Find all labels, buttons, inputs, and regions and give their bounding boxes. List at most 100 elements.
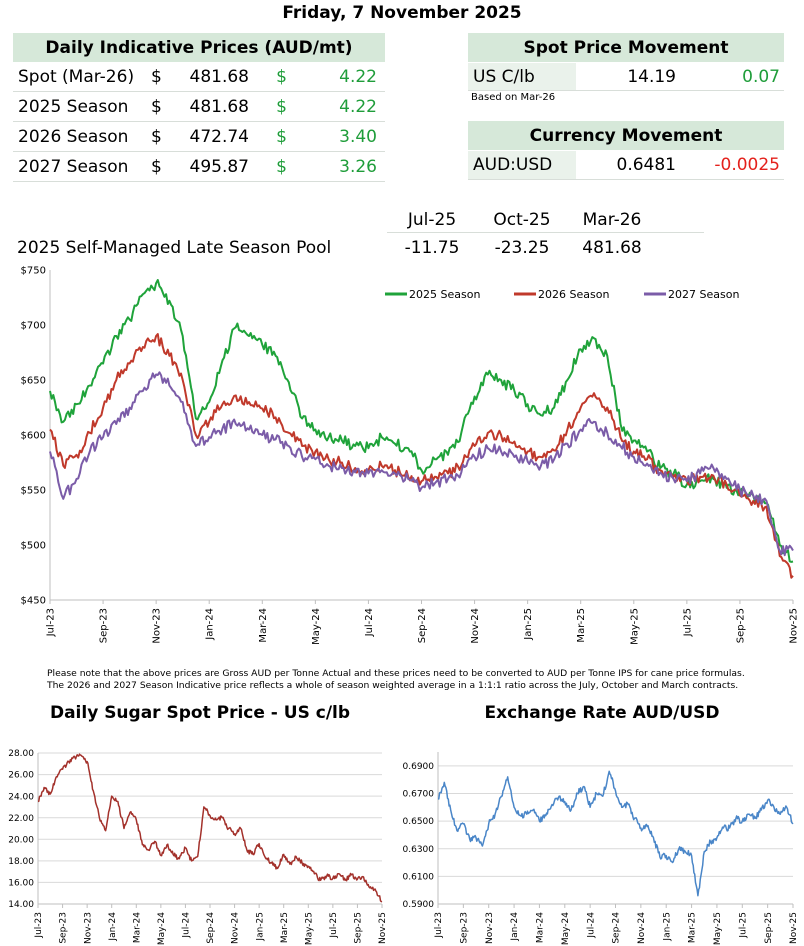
x-tick-label: Jul-23 xyxy=(34,912,44,939)
x-tick-label: Jan-24 xyxy=(108,912,118,942)
y-tick-label: 28.00 xyxy=(8,749,34,759)
y-tick-label: 14.00 xyxy=(8,900,34,910)
x-tick-label: Sep-24 xyxy=(612,912,622,944)
pool-label: 2025 Self-Managed Late Season Pool xyxy=(17,238,332,258)
x-tick-label: Jan-25 xyxy=(523,608,534,641)
y-tick-label: $750 xyxy=(21,266,46,277)
footnote-line-1: Please note that the above prices are Gr… xyxy=(47,668,745,679)
x-tick-label: Jan-24 xyxy=(510,912,520,942)
series-line-2026-season xyxy=(49,333,794,579)
x-tick-label: Sep-25 xyxy=(735,608,746,643)
x-tick-label: May-24 xyxy=(157,912,167,945)
x-tick-label: Jul-24 xyxy=(182,912,192,939)
row-label: Spot (Mar-26) xyxy=(18,67,135,87)
pool-header-jul: Jul-25 xyxy=(407,210,457,230)
x-tick-label: Nov-23 xyxy=(152,608,163,644)
fx-chart-title: Exchange Rate AUD/USD xyxy=(484,703,720,723)
row-price: 495.87 xyxy=(189,157,249,177)
x-tick-label: May-25 xyxy=(629,608,640,645)
spot-movement-note: Based on Mar-26 xyxy=(471,92,556,103)
y-tick-label: $700 xyxy=(21,321,46,332)
x-tick-label: May-24 xyxy=(311,608,322,645)
series-line-sugar-spot xyxy=(37,753,383,903)
x-tick-label: Sep-23 xyxy=(59,912,69,944)
row-change: 4.22 xyxy=(339,67,377,87)
currency-symbol-change: $ xyxy=(276,97,287,117)
indicative-row: 2027 Season $495.87 $3.26 xyxy=(13,153,385,182)
x-tick-label: Nov-25 xyxy=(789,912,799,944)
x-tick-label: Nov-25 xyxy=(789,608,800,644)
x-tick-label: Sep-25 xyxy=(764,912,774,944)
series-line-2027-season xyxy=(49,371,794,557)
x-tick-label: Jul-25 xyxy=(682,608,693,637)
spot-movement-change: 0.07 xyxy=(742,66,780,87)
x-tick-label: Jul-24 xyxy=(364,608,375,637)
x-tick-label: Sep-23 xyxy=(99,608,110,643)
x-tick-label: Mar-25 xyxy=(688,912,698,943)
x-tick-label: Nov-24 xyxy=(231,912,241,944)
row-label: 2025 Season xyxy=(18,97,129,117)
spot-movement-value: 14.19 xyxy=(627,66,676,87)
sugar-spot-chart: 14.00 16.00 18.00 20.00 22.00 24.00 26.00 28.00… xyxy=(8,749,388,945)
y-tick-label: $650 xyxy=(21,376,46,387)
currency-movement-value: 0.6481 xyxy=(616,155,676,175)
currency-symbol-change: $ xyxy=(276,127,287,147)
x-tick-label: Jul-25 xyxy=(329,912,339,939)
row-change: 4.22 xyxy=(339,97,377,117)
x-tick-label: Jul-23 xyxy=(434,912,444,939)
y-tick-label: $500 xyxy=(21,541,46,552)
legend-label: 2025 Season xyxy=(409,288,480,301)
y-tick-label: 24.00 xyxy=(8,792,34,802)
y-tick-label: 20.00 xyxy=(8,835,34,845)
currency-movement-change: -0.0025 xyxy=(714,155,780,175)
legend-label: 2026 Season xyxy=(538,288,609,301)
x-tick-label: Jan-25 xyxy=(662,912,672,942)
x-tick-label: Sep-23 xyxy=(460,912,470,944)
x-tick-label: Jan-24 xyxy=(205,608,216,641)
indicative-row: 2025 Season $481.68 $4.22 xyxy=(13,93,385,122)
row-change: 3.40 xyxy=(339,127,377,147)
row-price: 472.74 xyxy=(189,127,249,147)
x-tick-label: Sep-25 xyxy=(354,912,364,944)
x-tick-label: Jan-25 xyxy=(255,912,265,942)
spot-movement-label: US C/lb xyxy=(468,63,576,90)
y-tick-label: 16.00 xyxy=(8,879,34,889)
indicative-prices-header: Daily Indicative Prices (AUD/mt) xyxy=(13,33,385,62)
series-line-2025-season xyxy=(49,279,794,563)
currency-symbol: $ xyxy=(151,157,162,177)
x-tick-label: Nov-25 xyxy=(378,912,388,944)
pool-header-oct: Oct-25 xyxy=(493,210,551,230)
x-tick-label: Mar-25 xyxy=(576,608,587,643)
pool-value-mar: 481.68 xyxy=(582,238,642,258)
fx-rate-chart: 0.5900 0.6100 0.6300 0.6500 0.6700 0.6900 Jul-… xyxy=(403,752,799,945)
y-tick-label: $450 xyxy=(21,596,46,607)
x-tick-label: Mar-25 xyxy=(280,912,290,943)
y-tick-label: 26.00 xyxy=(8,771,34,781)
series-line-aud-usd xyxy=(437,770,794,897)
currency-symbol: $ xyxy=(151,127,162,147)
currency-symbol: $ xyxy=(151,97,162,117)
x-tick-label: May-24 xyxy=(561,912,571,945)
y-tick-label: 0.6300 xyxy=(403,845,435,855)
row-label: 2027 Season xyxy=(18,157,129,177)
season-price-chart: $450 $500 $550 $600 $650 $700 $750 Jul-23 Sep-23… xyxy=(21,266,800,645)
y-tick-label: 22.00 xyxy=(8,814,34,824)
row-change: 3.26 xyxy=(339,157,377,177)
x-tick-label: Nov-24 xyxy=(637,912,647,944)
indicative-row: Spot (Mar-26) $481.68 $4.22 xyxy=(13,63,385,92)
y-tick-label: 18.00 xyxy=(8,857,34,867)
x-tick-label: May-25 xyxy=(304,912,314,945)
y-tick-label: 0.5900 xyxy=(403,900,435,910)
legend-label: 2027 Season xyxy=(668,288,739,301)
footnote-line-2: The 2026 and 2027 Season Indicative pric… xyxy=(47,680,739,691)
y-tick-label: 0.6100 xyxy=(403,873,435,883)
y-tick-label: 0.6700 xyxy=(403,790,435,800)
x-tick-label: Mar-24 xyxy=(132,912,142,943)
pool-value-jul: -11.75 xyxy=(404,238,460,258)
report-date: Friday, 7 November 2025 xyxy=(282,3,522,23)
x-tick-label: Jul-25 xyxy=(738,912,748,939)
sugar-chart-title: Daily Sugar Spot Price - US c/lb xyxy=(49,703,351,723)
indicative-row: 2026 Season $472.74 $3.40 xyxy=(13,123,385,152)
currency-movement-label: AUD:USD xyxy=(468,151,576,179)
pool-header-mar: Mar-26 xyxy=(582,210,642,230)
